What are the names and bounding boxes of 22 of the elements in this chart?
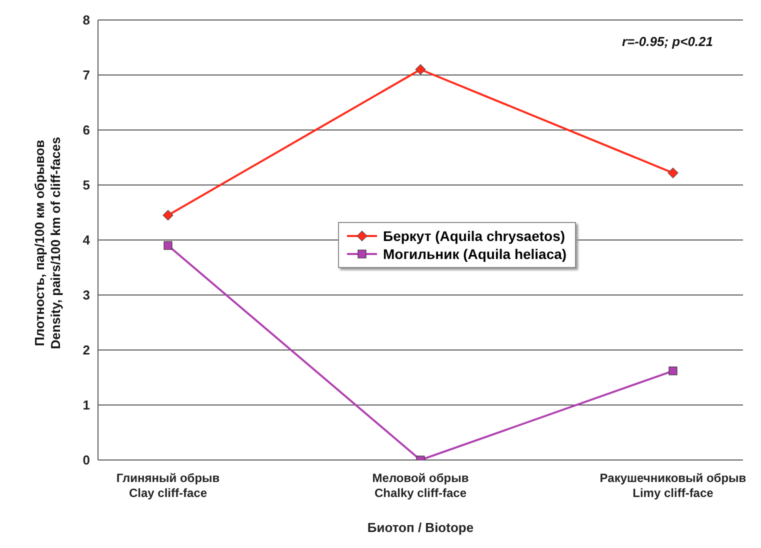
y-tick-label: 8 xyxy=(82,12,90,28)
point xyxy=(415,64,426,75)
point xyxy=(668,366,678,376)
legend-label: Могильник (Aquila heliaca) xyxy=(383,246,567,262)
x-axis-title: Биотоп / Biotope xyxy=(367,520,474,535)
annotation: r=-0.95; p<0.21 xyxy=(622,34,713,49)
y-axis-title: Плотность, пар/100 км обрывов Density, pairs/100 km of cliff-faces xyxy=(32,136,64,350)
y-tick-label: 3 xyxy=(82,288,90,303)
y-tick-label: 6 xyxy=(82,122,90,138)
point xyxy=(162,210,174,221)
x-tick-label: Ракушечниковый обрыв Limy cliff-face xyxy=(600,471,746,500)
y-tick-label: 5 xyxy=(82,178,90,193)
point xyxy=(668,168,678,178)
legend-label: Беркут (Aquila chrysaetos) xyxy=(383,228,566,244)
y-tick-label: 7 xyxy=(82,68,90,83)
y-tick-label: 0 xyxy=(82,452,90,468)
x-tick-label: Глиняный обрыв Clay cliff-face xyxy=(116,471,220,500)
x-tick-label: Меловой обрыв Chalky cliff-face xyxy=(372,471,469,500)
point xyxy=(164,241,172,250)
y-tick-label: 1 xyxy=(82,398,90,413)
y-tick-label: 2 xyxy=(82,342,90,358)
y-tick-label: 4 xyxy=(82,232,91,248)
